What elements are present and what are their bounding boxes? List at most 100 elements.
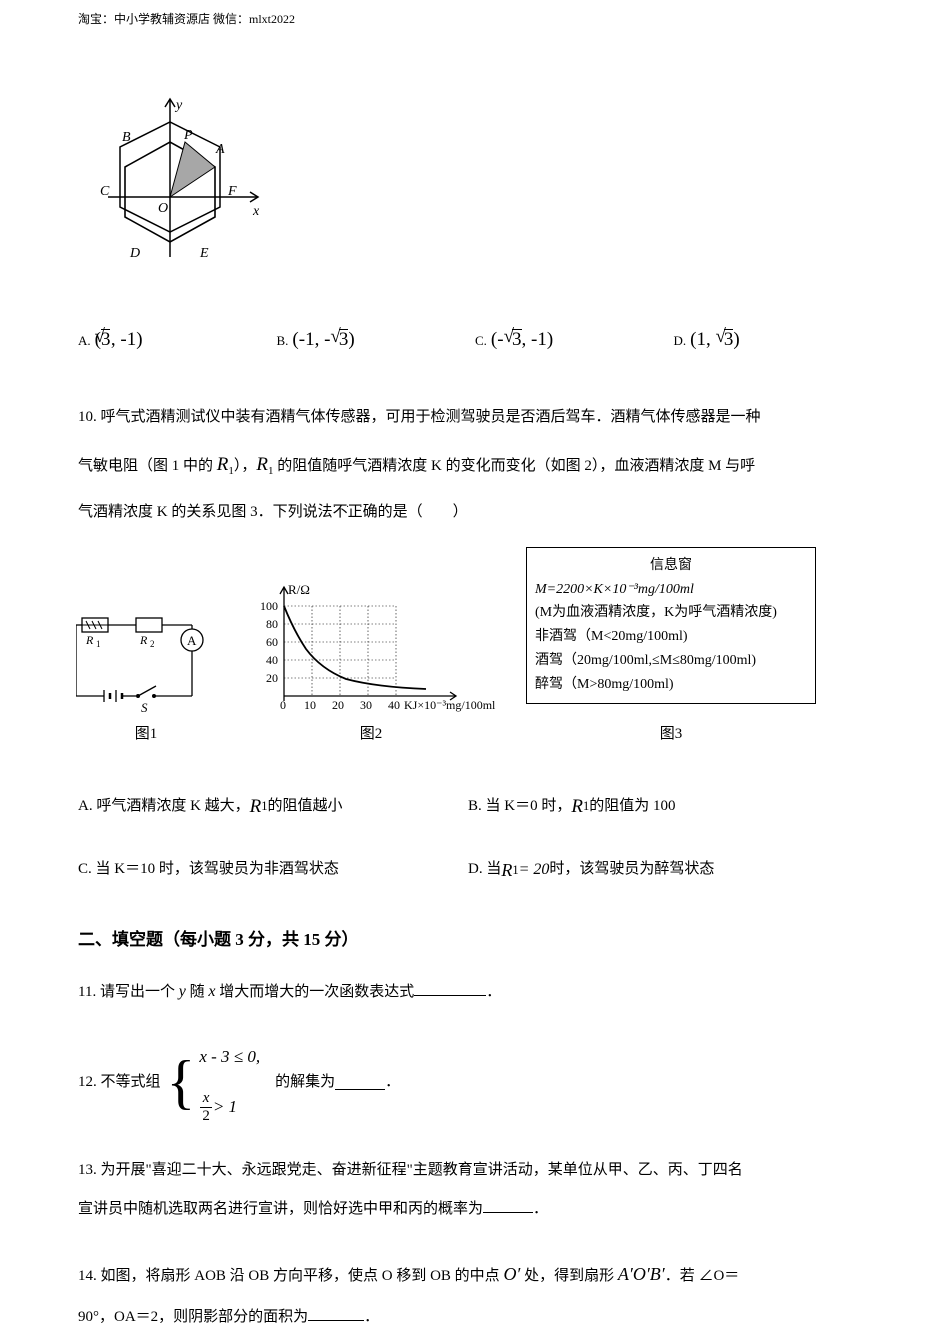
q10-opt-a: A. 呼气酒精浓度 K 越大， R1 的阻值越小: [78, 790, 468, 824]
q10-d-b: 时，该驾驶员为醉驾状态: [549, 856, 714, 883]
q10-d-r: R: [501, 854, 512, 886]
svg-text:A: A: [187, 633, 197, 648]
fig3-l3: 非酒驾（M<20mg/100ml): [535, 625, 807, 649]
svg-text:C: C: [100, 184, 110, 199]
fig1-circuit: R1 R2 A S: [76, 610, 216, 716]
q9-opt-d: D. (1, √3): [674, 325, 873, 355]
q10-t1: 10. 呼气式酒精测试仪中装有酒精气体传感器，可用于检测驾驶员是否酒后驾车．酒精…: [78, 409, 761, 425]
fig3-title: 信息窗: [535, 554, 807, 578]
svg-text:2: 2: [150, 639, 155, 649]
fig3-l4: 酒驾（20mg/100ml,≤M≤80mg/100ml): [535, 649, 807, 673]
svg-text:A: A: [215, 142, 225, 157]
section-2-heading: 二、填空题（每小题 3 分，共 15 分）: [78, 926, 872, 953]
svg-text:10: 10: [304, 698, 316, 712]
svg-text:20: 20: [266, 671, 278, 685]
svg-text:F: F: [227, 184, 237, 199]
q12-blank: [335, 1075, 385, 1090]
q12-num: x: [200, 1090, 213, 1108]
q10-r1a: R: [217, 454, 229, 475]
q13-blank: [483, 1198, 533, 1213]
svg-text:R/Ω: R/Ω: [288, 582, 310, 597]
q9-options: A. (3√, -1) B. (-1, -√3) C. (-√3, -1) D.…: [78, 325, 872, 355]
q9-opt-b: B. (-1, -√3): [277, 325, 476, 355]
q10-opt-d: D. 当 R1 = 20 时，该驾驶员为醉驾状态: [468, 854, 858, 886]
q14-blank: [308, 1306, 364, 1321]
hexagon-svg: O x y B P A C F D E: [88, 87, 268, 267]
svg-text:O: O: [158, 201, 168, 216]
q10-c-text: C. 当 K＝10 时，该驾驶员为非酒驾状态: [78, 856, 339, 883]
svg-text:20: 20: [332, 698, 344, 712]
q14-m: 处，得到扇形: [520, 1268, 618, 1284]
fig1-caption: 图1: [135, 722, 158, 746]
svg-text:40: 40: [388, 698, 400, 712]
q10-t3a: 气酒精浓度 K 的关系见图 3．下列说法: [78, 504, 333, 520]
svg-text:E: E: [199, 246, 209, 261]
q10-r1b: R: [256, 454, 268, 475]
svg-text:40: 40: [266, 653, 278, 667]
fig3-l1: M=2200×K×10⁻³mg/100ml: [535, 582, 694, 597]
q9-b-label: B.: [277, 331, 289, 352]
q10-d-eq: = 20: [519, 856, 550, 885]
q10-options: A. 呼气酒精浓度 K 越大， R1 的阻值越小 B. 当 K＝0 时， R1 …: [78, 790, 872, 887]
q14-o: O′: [503, 1264, 520, 1284]
q9-opt-c: C. (-√3, -1): [475, 325, 674, 355]
svg-text:100: 100: [260, 599, 278, 613]
q12-den: 2: [199, 1108, 213, 1125]
q9-d-label: D.: [674, 331, 687, 352]
svg-text:x: x: [252, 204, 260, 219]
fig2-caption: 图2: [360, 722, 383, 746]
q14-p: ．: [364, 1309, 379, 1325]
q10-b-text: B. 当 K＝0 时，: [468, 793, 571, 820]
q12-frac: x2: [199, 1090, 213, 1124]
q11: 11. 请写出一个 y 随 x 增大而增大的一次函数表达式．: [78, 971, 872, 1013]
svg-text:KJ×10⁻³mg/100ml.: KJ×10⁻³mg/100ml.: [404, 698, 496, 712]
svg-text:30: 30: [360, 698, 372, 712]
q11-p: ．: [486, 984, 501, 1000]
q10-a-text: A. 呼气酒精浓度 K 越大，: [78, 793, 250, 820]
fig3-l2: (M为血液酒精浓度，K为呼气酒精浓度): [535, 601, 807, 625]
page-header: 淘宝：中小学教辅资源店 微信：mlxt2022: [78, 10, 872, 29]
q11-blank: [414, 981, 486, 996]
svg-text:0: 0: [280, 698, 286, 712]
svg-text:P: P: [183, 128, 193, 143]
q11-b: 增大而增大的一次函数表达式: [215, 984, 414, 1000]
q12-top: x - 3 ≤ 0,: [199, 1035, 260, 1079]
q10-d-a: D. 当: [468, 856, 501, 883]
q12-a: 12. 不等式组: [78, 1063, 161, 1102]
svg-text:R: R: [139, 633, 148, 647]
svg-text:y: y: [174, 98, 183, 113]
q14-c: 90°，OA＝2，则阴影部分的面积为: [78, 1309, 308, 1325]
q10-b-r: R: [571, 790, 583, 824]
fig1-block: R1 R2 A S 图1: [76, 610, 216, 746]
q12: 12. 不等式组 { x - 3 ≤ 0, x2 > 1 的解集为．: [78, 1035, 872, 1129]
q10-t3b: 的是（ ）: [378, 504, 468, 520]
q9-a-label: A.: [78, 331, 91, 352]
q13: 13. 为开展"喜迎二十大、永远跟党走、奋进新征程"主题教育宣讲活动，某单位从甲…: [78, 1151, 872, 1229]
q14-a: 14. 如图，将扇形 AOB 沿 OB 方向平移，使点 O 移到 OB 的中点: [78, 1268, 503, 1284]
q14-b: ．若 ∠O＝: [665, 1268, 740, 1284]
svg-text:80: 80: [266, 617, 278, 631]
fig3-block: 信息窗 M=2200×K×10⁻³mg/100ml (M为血液酒精浓度，K为呼气…: [526, 547, 816, 746]
svg-text:60: 60: [266, 635, 278, 649]
q9-c-label: C.: [475, 331, 487, 352]
q9-opt-a: A. (3√, -1): [78, 325, 277, 355]
q11-y: y: [179, 983, 186, 1000]
q12-p: ．: [385, 1063, 400, 1102]
q9-hexagon-figure: O x y B P A C F D E: [88, 87, 872, 275]
svg-text:B: B: [122, 130, 131, 145]
q11-m: 随: [186, 984, 209, 1000]
q12-gt: > 1: [213, 1085, 237, 1129]
q13-p: ．: [533, 1201, 548, 1217]
fig3-infobox: 信息窗 M=2200×K×10⁻³mg/100ml (M为血液酒精浓度，K为呼气…: [526, 547, 816, 704]
q10-t2b: ），: [234, 458, 257, 474]
q10-a-r: R: [250, 790, 262, 824]
q14-ab: A′O′B′: [618, 1264, 665, 1284]
fig2-chart: R/Ω 20 40 60 80 100 0 10 20 30 40: [246, 581, 496, 716]
q13-b: 宣讲员中随机选取两名进行宣讲，则恰好选中甲和丙的概率为: [78, 1201, 483, 1217]
q10-b-tail: 的阻值为 100: [589, 793, 675, 820]
q14: 14. 如图，将扇形 AOB 沿 OB 方向平移，使点 O 移到 OB 的中点 …: [78, 1251, 872, 1337]
fig2-block: R/Ω 20 40 60 80 100 0 10 20 30 40: [246, 581, 496, 746]
q10-a-tail: 的阻值越小: [268, 793, 343, 820]
svg-text:R: R: [85, 633, 94, 647]
q10-opt-b: B. 当 K＝0 时， R1 的阻值为 100: [468, 790, 858, 824]
